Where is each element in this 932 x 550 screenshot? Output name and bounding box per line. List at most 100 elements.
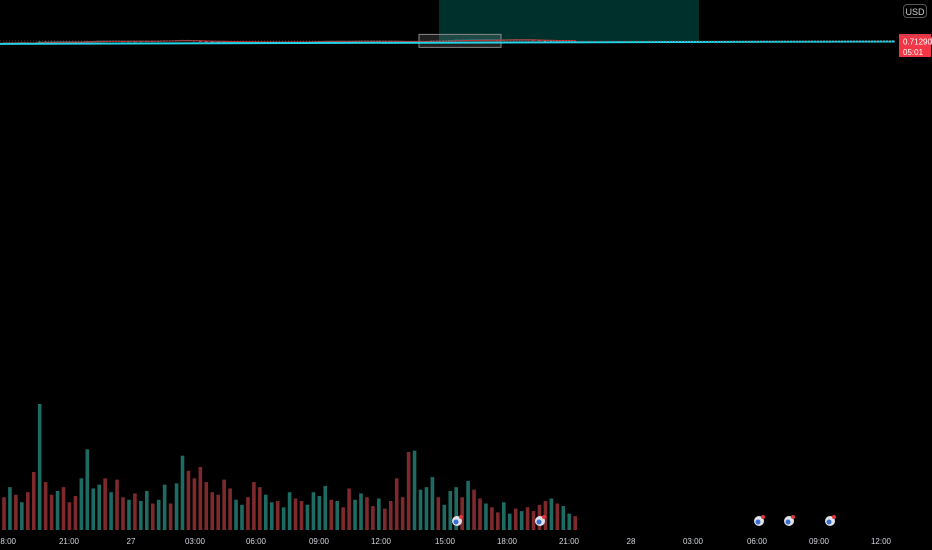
candle-body (573, 40, 577, 42)
candle-body (210, 41, 215, 43)
volume-bar (430, 477, 435, 530)
x-tick-label: 03:00 (683, 537, 704, 546)
volume-bar (353, 499, 357, 530)
x-tick-label: 06:00 (747, 537, 768, 546)
x-tick-label: 27 (127, 537, 136, 546)
currency-button[interactable]: USD (903, 4, 927, 18)
event-icon-dot (453, 519, 459, 525)
volume-bar (507, 513, 512, 530)
volume-bar (293, 498, 298, 530)
volume-bar (573, 516, 577, 530)
x-tick-label: 09:00 (309, 537, 330, 546)
volume-bar (502, 502, 506, 530)
volume-bar (55, 490, 60, 530)
volume-bar (281, 507, 286, 530)
volume-bar (418, 489, 423, 530)
stop-price-badge-bg (899, 35, 931, 47)
volume-bar (67, 502, 72, 530)
volume-bar (210, 492, 215, 530)
volume-bar (73, 495, 78, 530)
volume-bar (234, 499, 238, 530)
volume-bar (567, 513, 572, 530)
volume-bar (246, 497, 250, 530)
volume-bar (317, 495, 322, 530)
volume-bar (442, 504, 447, 530)
volume-bar (20, 502, 24, 530)
x-tick-label: 18:00 (0, 537, 17, 546)
ema-slow-line (4, 39, 576, 44)
volume-bar (531, 511, 536, 530)
volume-bar (377, 498, 381, 530)
economic-event-icon[interactable] (784, 515, 795, 526)
economic-event-icon[interactable] (825, 515, 836, 526)
volume-bar (145, 490, 149, 530)
trendline[interactable] (0, 40, 896, 45)
event-icon-badge (832, 515, 836, 519)
volume-bar (258, 487, 262, 530)
x-tick-label: 03:00 (185, 537, 206, 546)
event-icon-dot (755, 519, 761, 525)
volume-bar (555, 503, 560, 530)
candle-body (216, 41, 220, 43)
x-tick-label: 09:00 (809, 537, 830, 546)
volume-bar (240, 504, 244, 530)
volume-bar (341, 507, 345, 530)
volume-bar (347, 488, 351, 530)
economic-event-icon[interactable] (452, 515, 463, 526)
volume-bar (448, 490, 453, 530)
volume-bar (174, 483, 179, 530)
x-tick-label: 28 (627, 537, 636, 546)
volume-bar (466, 480, 470, 530)
x-tick-label: 12:00 (871, 537, 892, 546)
volume-bar (252, 482, 256, 530)
volume-bar (269, 502, 274, 530)
volume-bar (484, 503, 488, 530)
volume-bar (26, 492, 30, 530)
economic-event-icon[interactable] (535, 515, 546, 526)
countdown-badge-bg (899, 46, 931, 58)
volume-bar (97, 484, 101, 530)
x-tick-label: 18:00 (497, 537, 518, 546)
event-icon-badge (791, 515, 795, 519)
volume-bar (198, 467, 203, 530)
volume-bar (436, 497, 441, 530)
volume-bar (228, 488, 232, 530)
volume-bar (43, 482, 48, 530)
volume-bar (406, 451, 411, 530)
volume-bar (186, 470, 191, 530)
volume-bar (37, 404, 42, 530)
volume-bar (156, 499, 161, 530)
volume-bar (496, 512, 500, 530)
volume-bar (91, 488, 96, 530)
event-icon-dot (826, 519, 832, 525)
volume-bar (478, 498, 482, 530)
volume-bar (383, 508, 387, 530)
candle-body (543, 40, 548, 42)
volume-bar (549, 498, 554, 530)
volume-bar (394, 478, 399, 530)
volume-bar (311, 492, 316, 530)
volume-bar (359, 493, 363, 530)
event-icon-dot (785, 519, 791, 525)
volume-bar (365, 497, 369, 530)
volume-bar (216, 494, 220, 530)
volume-bar (323, 485, 328, 530)
volume-bar (275, 501, 280, 530)
volume-bar (192, 478, 197, 530)
volume-bar (513, 508, 518, 530)
volume-bar (424, 487, 429, 530)
x-tick-label: 15:00 (435, 537, 456, 546)
volume-bar (287, 492, 292, 530)
volume-bar (204, 482, 209, 530)
countdown-badge: 05:01 (903, 48, 924, 57)
economic-event-icon[interactable] (754, 515, 765, 526)
volume-bar (388, 501, 393, 530)
volume-bar (472, 489, 476, 530)
volume-bar (162, 484, 167, 530)
volume-bar (127, 499, 131, 530)
volume-bar (400, 497, 405, 530)
volume-bar (299, 501, 304, 530)
event-icon-badge (459, 515, 463, 519)
volume-bar (150, 503, 155, 530)
